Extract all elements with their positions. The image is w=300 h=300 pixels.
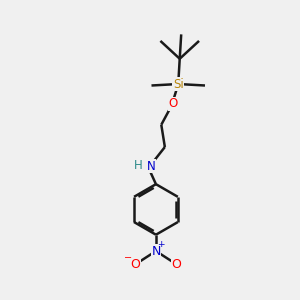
Text: O: O xyxy=(130,258,140,271)
Text: O: O xyxy=(168,97,178,110)
Text: −: − xyxy=(124,253,132,262)
Text: H: H xyxy=(134,159,142,172)
Text: N: N xyxy=(151,244,160,258)
Text: N: N xyxy=(146,160,155,173)
Text: O: O xyxy=(172,258,182,271)
Text: +: + xyxy=(158,240,165,249)
Text: Si: Si xyxy=(173,77,184,91)
